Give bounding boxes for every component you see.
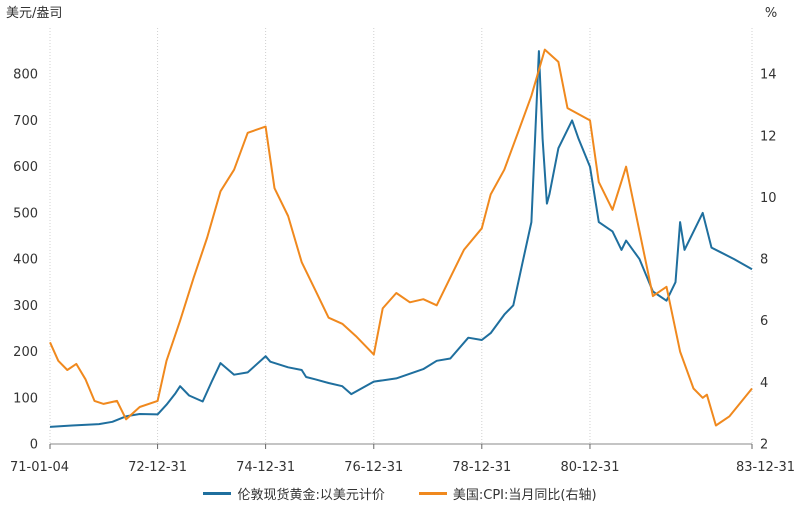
legend-item-cpi: 美国:CPI:当月同比(右轴) (418, 483, 597, 503)
x-tick-label: 80-12-31 (560, 460, 619, 475)
legend-label-cpi: 美国:CPI:当月同比(右轴) (452, 487, 597, 503)
right-tick-label: 2 (760, 438, 768, 453)
left-tick-label: 600 (13, 160, 38, 175)
left-tick-label: 300 (13, 299, 38, 314)
left-tick-label: 500 (13, 206, 38, 221)
right-tick-label: 4 (760, 376, 768, 391)
left-tick-label: 0 (30, 438, 38, 453)
legend-swatch-cpi (418, 491, 447, 495)
left-tick-label: 400 (13, 253, 38, 268)
left-axis: 0 100 200 300 400 500 600 700 800 (13, 68, 38, 453)
x-tick-label: 78-12-31 (452, 460, 511, 475)
right-tick-label: 12 (760, 129, 777, 144)
legend-item-gold: 伦敦现货黄金:以美元计价 (203, 483, 385, 503)
right-tick-label: 8 (760, 253, 768, 268)
legend-swatch-gold (203, 491, 232, 495)
left-tick-label: 700 (13, 114, 38, 129)
chart-legend: 伦敦现货黄金:以美元计价 美国:CPI:当月同比(右轴) (0, 483, 800, 503)
vertical-gridlines (49, 28, 753, 444)
series-layer (49, 48, 753, 428)
x-axis: 71-01-04 72-12-31 74-12-31 76-12-31 78-12-31… (10, 444, 795, 475)
x-tick-label: 83-12-31 (736, 460, 795, 475)
left-axis-unit: 美元/盎司 (6, 6, 62, 21)
right-tick-label: 10 (760, 191, 777, 206)
series-line-0 (49, 50, 753, 428)
left-tick-label: 200 (13, 345, 38, 360)
left-tick-label: 100 (13, 391, 38, 406)
right-axis: 2 4 6 8 10 12 14 (760, 68, 777, 453)
x-tick-label: 72-12-31 (128, 460, 187, 475)
right-axis-unit: % (765, 6, 777, 21)
left-tick-label: 800 (13, 68, 38, 83)
legend-label-gold: 伦敦现货黄金:以美元计价 (237, 487, 385, 503)
right-tick-label: 6 (760, 314, 768, 329)
right-tick-label: 14 (760, 68, 777, 83)
x-tick-label: 74-12-31 (236, 460, 295, 475)
x-tick-label: 71-01-04 (10, 460, 69, 475)
series-line-1 (49, 48, 753, 427)
x-tick-label: 76-12-31 (344, 460, 403, 475)
